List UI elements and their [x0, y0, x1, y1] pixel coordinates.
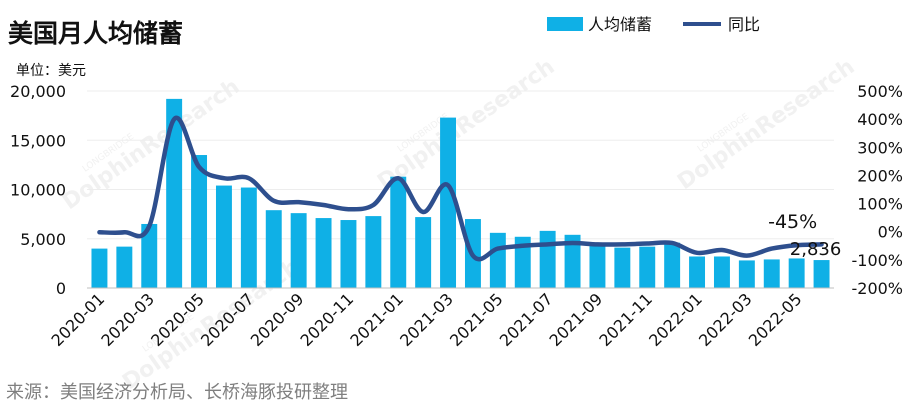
bar [415, 217, 432, 288]
y-right-tick-label: 400% [857, 110, 903, 129]
bar [265, 210, 282, 288]
y-axis-left: 0 5,000 10,000 15,000 20,000 [10, 82, 66, 298]
bar-series [91, 98, 830, 288]
x-tick-label: 2022-05 [745, 289, 806, 350]
x-tick-label: 2021-05 [446, 289, 507, 350]
legend-bar-label: 人均储蓄 [588, 15, 652, 34]
x-tick-label: 2020-01 [48, 289, 109, 350]
chart-title: 美国月人均储蓄 [8, 19, 183, 48]
legend: 人均储蓄 同比 [547, 15, 760, 34]
bar [564, 234, 581, 288]
x-tick-label: 2021-09 [546, 289, 607, 350]
bar [440, 117, 457, 288]
source-note: 来源：美国经济分析局、长桥海豚投研整理 [6, 382, 348, 403]
bar [689, 256, 706, 288]
y-right-tick-label: -100% [851, 251, 903, 270]
bar [614, 247, 631, 288]
y-right-tick-label: -200% [851, 279, 903, 298]
legend-line-label: 同比 [728, 15, 760, 34]
x-tick-label: 2021-01 [346, 289, 407, 350]
bar [489, 232, 506, 288]
bar [215, 185, 232, 288]
y-right-tick-label: 0% [878, 223, 903, 242]
bar [813, 260, 830, 288]
y-left-tick-label: 10,000 [10, 181, 66, 200]
x-tick-label: 2021-11 [595, 289, 656, 350]
bar [191, 155, 208, 288]
gridlines [87, 90, 834, 240]
bar [738, 260, 755, 288]
x-axis-labels: 2020-012020-032020-052020-072020-092020-… [48, 289, 806, 350]
bar [166, 98, 183, 288]
legend-bar-swatch [547, 17, 583, 31]
x-tick-label: 2021-07 [496, 289, 557, 350]
y-left-tick-label: 5,000 [20, 230, 66, 249]
y-right-tick-label: 500% [857, 82, 903, 101]
y-right-tick-label: 200% [857, 166, 903, 185]
watermark-text: DolphinResearch [373, 54, 559, 195]
y-left-tick-label: 20,000 [10, 82, 66, 101]
bar [91, 248, 108, 288]
y-right-tick-label: 100% [857, 195, 903, 214]
bar [539, 230, 556, 288]
x-tick-label: 2022-03 [695, 289, 756, 350]
y-left-tick-label: 0 [56, 279, 66, 298]
annotations: -45% 2,836 [768, 211, 841, 260]
bar [788, 258, 805, 288]
bar [589, 243, 606, 288]
x-tick-label: 2020-11 [297, 289, 358, 350]
watermark-text: DolphinResearch [673, 54, 859, 195]
y-right-tick-label: 300% [857, 138, 903, 157]
bar [290, 213, 307, 288]
data-annotation: -45% [768, 211, 817, 233]
bar [340, 220, 357, 288]
x-tick-label: 2021-03 [396, 289, 457, 350]
bar [639, 246, 656, 288]
x-tick-label: 2022-01 [645, 289, 706, 350]
bar [664, 242, 681, 288]
bar [365, 216, 382, 288]
bar [240, 187, 257, 288]
y-left-tick-label: 15,000 [10, 131, 66, 150]
bar [116, 246, 133, 288]
bar [141, 223, 158, 288]
data-annotation: 2,836 [790, 239, 842, 260]
bar [514, 236, 531, 288]
bar [390, 176, 407, 288]
bar [315, 218, 332, 288]
bar [763, 259, 780, 288]
yoy-line [97, 115, 824, 262]
y-axis-right: -200% -100% 0% 100% 200% 300% 400% 500% [851, 82, 903, 298]
unit-label: 单位：美元 [16, 63, 86, 79]
bar [713, 256, 730, 288]
